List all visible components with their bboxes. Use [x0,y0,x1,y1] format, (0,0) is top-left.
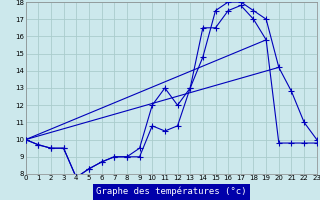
X-axis label: Graphe des températures (°c): Graphe des températures (°c) [96,187,246,196]
